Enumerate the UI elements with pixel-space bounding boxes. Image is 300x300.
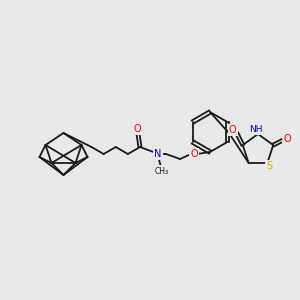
- Text: O: O: [133, 124, 141, 134]
- Text: O: O: [284, 134, 291, 144]
- Text: NH: NH: [249, 124, 263, 134]
- Text: CH₃: CH₃: [155, 167, 169, 176]
- Text: O: O: [229, 125, 237, 135]
- Text: N: N: [154, 149, 162, 159]
- Text: O: O: [190, 149, 198, 159]
- Text: S: S: [266, 161, 272, 171]
